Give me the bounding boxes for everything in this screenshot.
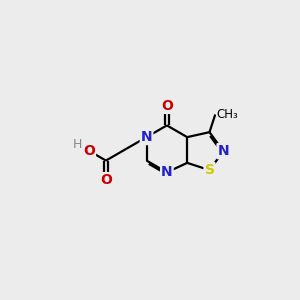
Text: O: O [83, 144, 95, 158]
Text: O: O [161, 99, 173, 113]
Text: N: N [218, 144, 229, 158]
Text: H: H [73, 138, 83, 151]
Text: O: O [100, 173, 112, 187]
Text: N: N [161, 165, 173, 179]
Text: CH₃: CH₃ [217, 108, 238, 121]
Text: N: N [141, 130, 152, 144]
Text: S: S [205, 163, 214, 177]
